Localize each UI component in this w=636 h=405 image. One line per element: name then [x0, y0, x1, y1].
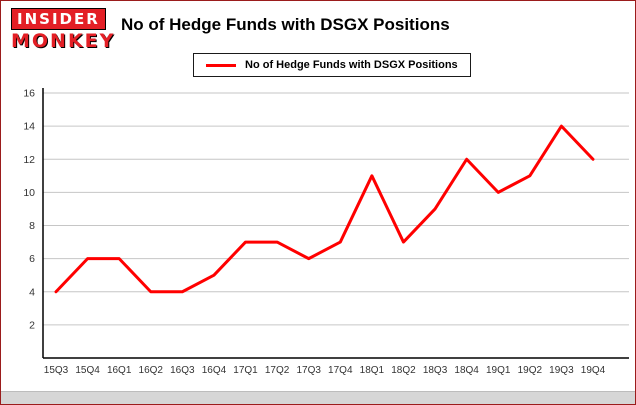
- y-tick-label: 16: [23, 88, 35, 100]
- x-tick-label: 18Q1: [360, 365, 385, 376]
- y-tick-label: 14: [23, 121, 35, 133]
- y-tick-label: 10: [23, 187, 35, 199]
- x-tick-label: 17Q2: [265, 365, 290, 376]
- x-tick-label: 18Q3: [423, 365, 448, 376]
- x-tick-label: 16Q4: [202, 365, 227, 376]
- x-tick-label: 19Q2: [518, 365, 543, 376]
- legend-line-swatch: [206, 63, 236, 67]
- legend: No of Hedge Funds with DSGX Positions: [193, 53, 471, 77]
- x-tick-label: 18Q4: [454, 365, 479, 376]
- logo-monkey-text: MONKEY: [11, 30, 116, 52]
- logo-insider-text: INSIDER: [11, 8, 106, 30]
- x-tick-label: 16Q1: [107, 365, 132, 376]
- y-tick-label: 8: [29, 220, 35, 232]
- x-tick-label: 15Q4: [75, 365, 100, 376]
- chart-canvas: 2 4 6 8 10 12 14 16 15Q3 15Q4 16Q1 16Q2 16Q3 16Q4 17Q1…: [23, 88, 629, 376]
- bottom-bar: [1, 391, 635, 404]
- y-tick-label: 12: [23, 154, 35, 166]
- x-tick-label: 19Q4: [581, 365, 606, 376]
- x-tick-label: 15Q3: [44, 365, 69, 376]
- x-tick-label: 17Q3: [296, 365, 321, 376]
- line-chart: 2 4 6 8 10 12 14 16 15Q3 15Q4 16Q1 16Q2 16Q3 16Q4 17Q1…: [1, 83, 635, 391]
- page-title: No of Hedge Funds with DSGX Positions: [121, 15, 450, 34]
- x-tick-label: 17Q1: [233, 365, 258, 376]
- x-tick-label: 17Q4: [328, 365, 353, 376]
- y-tick-label: 2: [29, 319, 35, 331]
- y-tick-label: 4: [29, 286, 35, 298]
- series-line: [54, 124, 595, 294]
- legend-label: No of Hedge Funds with DSGX Positions: [245, 59, 458, 71]
- x-tick-label: 19Q3: [549, 365, 574, 376]
- x-tick-label: 16Q3: [170, 365, 195, 376]
- x-tick-label: 16Q2: [139, 365, 164, 376]
- x-tick-label: 19Q1: [486, 365, 511, 376]
- y-tick-label: 6: [29, 253, 35, 265]
- insider-monkey-logo: INSIDER MONKEY: [11, 8, 113, 51]
- x-tick-label: 18Q2: [391, 365, 416, 376]
